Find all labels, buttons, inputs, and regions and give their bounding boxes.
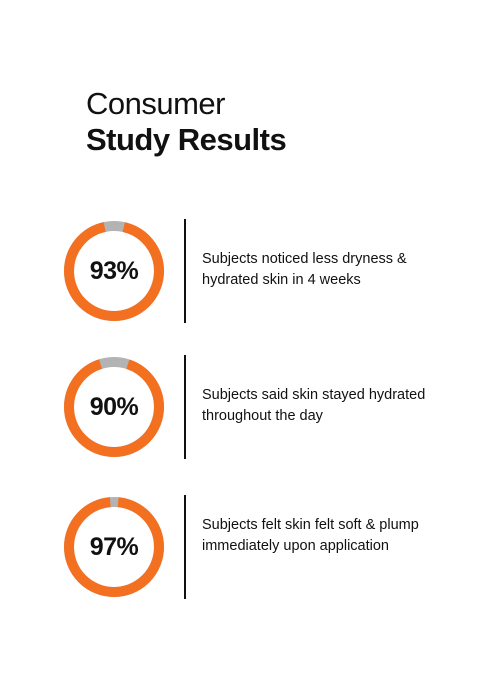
ring-fill — [64, 357, 164, 457]
progress-ring: 93% — [62, 219, 166, 323]
ring-graphic — [64, 221, 164, 321]
title-line-2: Study Results — [86, 122, 287, 157]
ring-graphic — [64, 357, 164, 457]
ring-fill — [64, 221, 164, 321]
stat-row: 97% Subjects felt skin felt soft & plump… — [0, 495, 480, 601]
stat-row: 90% Subjects said skin stayed hydrated t… — [0, 355, 480, 461]
stat-description: Subjects noticed less dryness & hydrated… — [202, 251, 407, 288]
divider — [184, 495, 186, 599]
progress-ring: 90% — [62, 355, 166, 459]
stat-percent: 97% — [89, 532, 139, 561]
stat-percent: 90% — [89, 392, 139, 421]
ring-fill — [64, 497, 164, 597]
page-title: Consumer Study Results — [86, 86, 287, 158]
stat-row: 93% Subjects noticed less dryness & hydr… — [0, 219, 480, 325]
title-line-1: Consumer — [86, 86, 226, 121]
stat-description: Subjects said skin stayed hydrated throu… — [202, 387, 426, 424]
progress-ring: 97% — [62, 495, 166, 599]
stat-percent: 93% — [89, 256, 139, 285]
divider — [184, 355, 186, 459]
divider — [184, 219, 186, 323]
stat-description: Subjects felt skin felt soft & plump imm… — [202, 517, 419, 554]
ring-graphic — [64, 497, 164, 597]
